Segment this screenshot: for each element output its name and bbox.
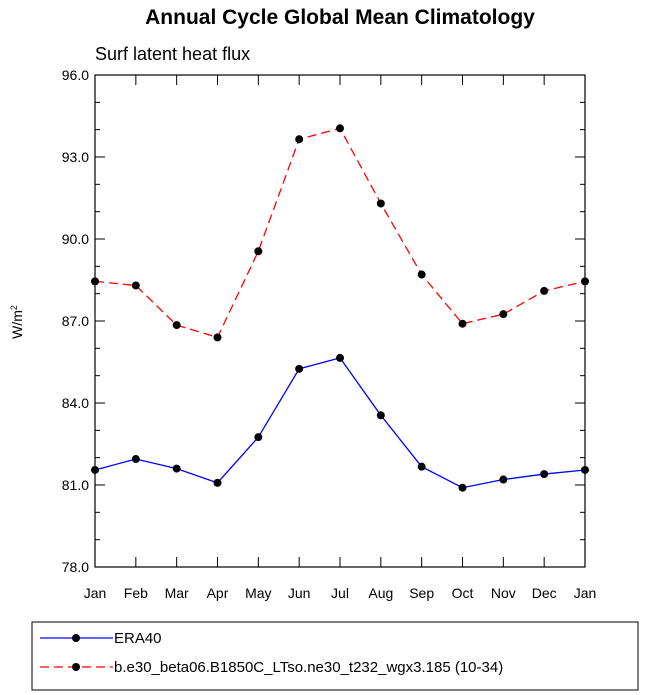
- legend: ERA40 b.e30_beta06.B1850C_LTso.ne30_t232_…: [31, 621, 639, 691]
- x-tick-label: Jun: [288, 585, 311, 601]
- data-point-series-0: [581, 465, 589, 474]
- data-point-series-1: [213, 333, 222, 342]
- data-point-series-1: [131, 281, 140, 290]
- data-point-series-1: [376, 199, 385, 208]
- data-point-series-0: [336, 353, 344, 362]
- data-point-series-0: [91, 465, 99, 474]
- y-tick-label: 93.0: [62, 149, 89, 165]
- x-tick-label: Jul: [331, 585, 349, 601]
- legend-label-1: b.e30_beta06.B1850C_LTso.ne30_t232_wgx3.…: [114, 659, 503, 676]
- chart-subtitle: Surf latent heat flux: [95, 44, 250, 64]
- legend-label-0: ERA40: [114, 630, 162, 647]
- data-point-series-1: [581, 277, 589, 286]
- series-line-1: [94, 127, 586, 339]
- legend-marker-0: [72, 634, 80, 642]
- data-point-series-0: [213, 478, 222, 487]
- data-point-series-0: [131, 455, 140, 464]
- series-line-0: [94, 357, 586, 489]
- y-tick-label: 87.0: [62, 313, 89, 329]
- data-point-series-1: [458, 319, 467, 328]
- x-tick-label: Nov: [491, 585, 516, 601]
- data-point-series-1: [91, 277, 99, 286]
- x-tick-label: Sep: [409, 585, 434, 601]
- x-tick-label: Aug: [368, 585, 393, 601]
- data-point-series-0: [417, 462, 426, 471]
- x-tick-label: Feb: [124, 585, 148, 601]
- data-point-series-0: [295, 364, 304, 373]
- x-tick-label: Apr: [207, 585, 229, 601]
- y-tick-label: 96.0: [62, 67, 89, 83]
- data-point-series-1: [499, 310, 508, 319]
- data-point-series-1: [254, 247, 263, 256]
- plot-area: 78.0 81.0 84.0 87.0 90.0 93.0 96.0 Jan Feb Mar Apr…: [62, 67, 597, 601]
- legend-box: [31, 621, 639, 691]
- y-tick-label: 78.0: [62, 559, 89, 575]
- y-tick-label: 81.0: [62, 477, 89, 493]
- data-point-series-1: [172, 321, 181, 330]
- data-point-series-0: [172, 464, 181, 473]
- x-tick-label: Oct: [452, 585, 474, 601]
- data-point-series-1: [295, 135, 304, 144]
- data-point-series-0: [540, 470, 549, 479]
- x-tick-label: Jan: [574, 585, 597, 601]
- data-point-series-0: [458, 483, 467, 492]
- x-tick-label: May: [245, 585, 271, 601]
- x-tick-label: Dec: [532, 585, 557, 601]
- x-tick-label: Mar: [165, 585, 189, 601]
- y-axis-label: W/m2: [9, 305, 25, 339]
- plot-frame: [94, 74, 586, 568]
- chart-title: Annual Cycle Global Mean Climatology: [145, 6, 535, 29]
- y-tick-label: 84.0: [62, 395, 89, 411]
- data-point-series-1: [336, 124, 344, 133]
- data-point-series-1: [540, 286, 549, 295]
- legend-marker-1: [72, 663, 80, 671]
- y-tick-label: 90.0: [62, 231, 89, 247]
- data-point-series-0: [499, 475, 508, 484]
- data-point-series-1: [417, 270, 426, 279]
- data-point-series-0: [376, 411, 385, 420]
- data-point-series-0: [254, 433, 263, 442]
- x-tick-label: Jan: [84, 585, 107, 601]
